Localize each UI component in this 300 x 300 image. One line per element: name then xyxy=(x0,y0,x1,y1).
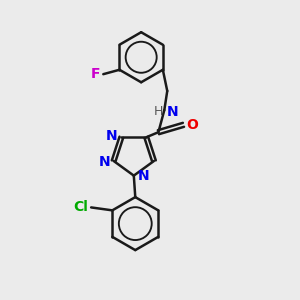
Text: N: N xyxy=(167,105,178,118)
Text: N: N xyxy=(98,155,110,170)
Text: N: N xyxy=(106,129,118,143)
Text: O: O xyxy=(186,118,198,132)
Text: F: F xyxy=(91,67,100,81)
Text: H: H xyxy=(154,105,163,118)
Text: Cl: Cl xyxy=(73,200,88,214)
Text: N: N xyxy=(137,169,149,183)
